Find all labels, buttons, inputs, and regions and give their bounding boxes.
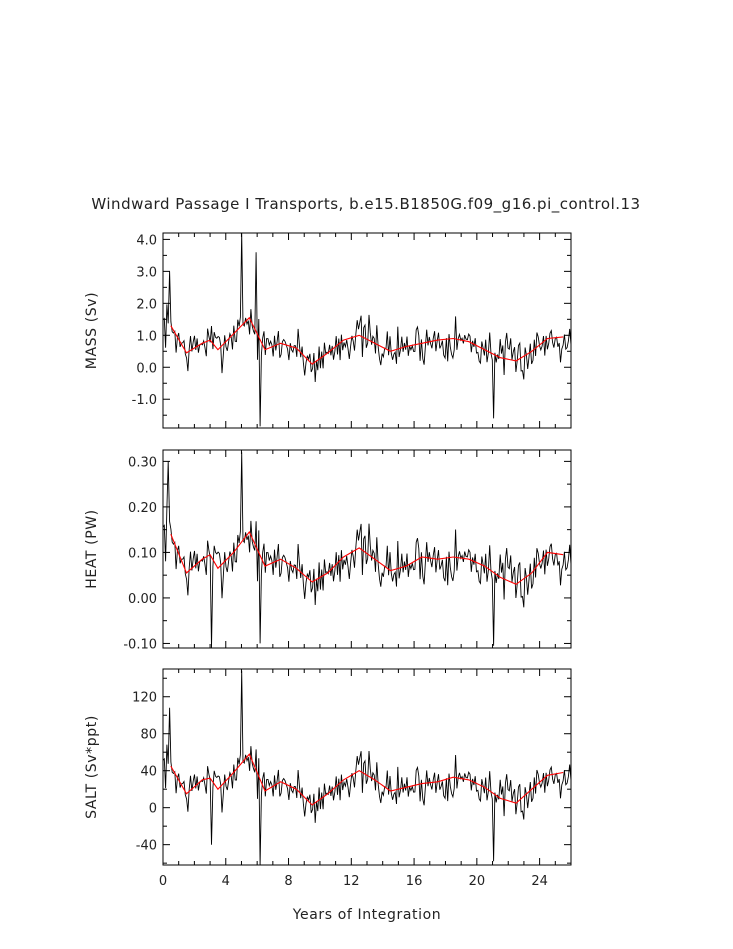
salt-y-tick-label: 80 (140, 728, 157, 743)
x-tick-label: 8 (284, 874, 292, 889)
heat-y-tick-label: 0.30 (128, 455, 157, 470)
x-tick-label: 20 (469, 874, 486, 889)
mass-y-tick-label: 1.0 (136, 329, 157, 344)
heat-y-axis-label: HEAT (PW) (84, 509, 100, 588)
mass-y-tick-label: 3.0 (136, 265, 157, 280)
salt-plot-frame (162, 668, 572, 866)
x-tick-label: 4 (222, 874, 230, 889)
mass-plot-frame (162, 232, 572, 429)
chart-title: Windward Passage I Transports, b.e15.B18… (91, 195, 640, 214)
salt-y-tick-label: -40 (136, 839, 157, 854)
salt-y-axis-label: SALT (Sv*ppt) (84, 715, 100, 819)
heat-y-tick-label: 0.10 (128, 546, 157, 561)
heat-smoothed-series-line (170, 530, 564, 585)
salt-raw-series-line (163, 670, 571, 865)
panel-heat: -0.10 0.00 0.10 0.20 0.30 HEAT (PW) (84, 449, 572, 652)
heat-y-tick-label: 0.20 (128, 501, 157, 516)
mass-y-tick-label: 0.0 (136, 361, 157, 376)
x-tick-label: 0 (159, 874, 167, 889)
panel-salt: -40 0 40 80 120 SALT (Sv*ppt) 0 4 8 12 16 20 24 (84, 668, 572, 889)
mass-smoothed-series-line (170, 316, 564, 365)
heat-raw-series-line (163, 452, 571, 648)
mass-y-tick-label: 2.0 (136, 297, 157, 312)
heat-y-tick-label: -0.10 (123, 637, 157, 652)
heat-plot-frame (162, 449, 572, 649)
x-tick-label: 12 (343, 874, 360, 889)
salt-y-tick-label: 120 (132, 691, 157, 706)
heat-y-tick-label: 0.00 (128, 592, 157, 607)
salt-smoothed-series-line (170, 753, 564, 806)
x-axis-label: Years of Integration (292, 907, 441, 923)
mass-y-tick-label: 4.0 (136, 233, 157, 248)
mass-y-tick-label: -1.0 (132, 393, 157, 408)
x-tick-label: 24 (531, 874, 548, 889)
x-tick-label: 16 (406, 874, 423, 889)
mass-raw-series-line (163, 233, 571, 427)
salt-y-tick-label: 40 (140, 765, 157, 780)
panel-mass: -1.0 0.0 1.0 2.0 3.0 4.0 MASS (Sv) (84, 232, 572, 429)
mass-y-axis-label: MASS (Sv) (84, 292, 100, 369)
panels: -1.0 0.0 1.0 2.0 3.0 4.0 MASS (Sv) -0.10 0.00 0.1… (84, 232, 572, 889)
salt-y-tick-label: 0 (149, 802, 157, 817)
